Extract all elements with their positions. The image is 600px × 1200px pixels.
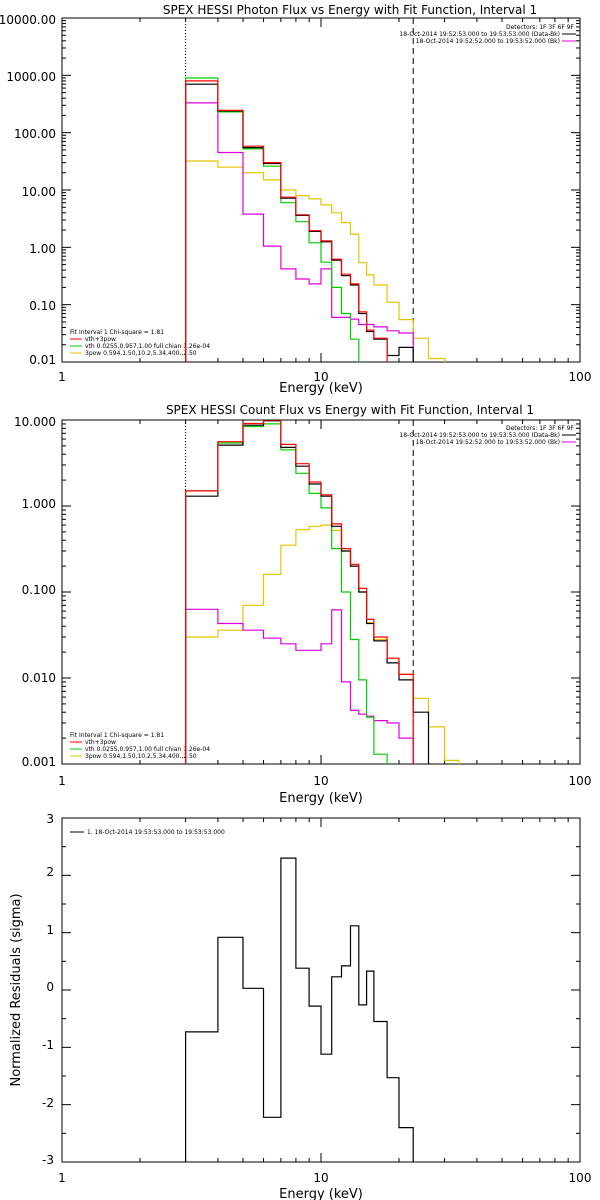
count-fit-yellow-entry: 3pow 0.594,1.50,10.2,5.34,400.,2.50: [85, 753, 197, 760]
residuals-xlabel: Energy (keV): [279, 1187, 363, 1200]
count-legend-data-entry: 18-Oct-2014 19:52:53.000 to 19:53:53.000…: [399, 432, 560, 439]
photon-series-bk: [185, 102, 414, 362]
count-y-tick-0.001: 0.001: [22, 755, 56, 769]
photon-legend-header: Detectors: 1F 3F 6F 9F: [506, 24, 575, 31]
resid-ticks: [61, 817, 581, 1163]
count-flux-panel: SPEX HESSI Count Flux vs Energy with Fit…: [14, 403, 591, 806]
residuals-panel: Energy (keV) Normalized Residuals (sigma…: [9, 812, 591, 1200]
residuals-legend-entry: 1. 18-Oct-2014 19:53:53.000 to 19:53:53.…: [87, 829, 225, 836]
photon-series-vth: [185, 77, 360, 362]
photon-y-tick-1: 1.00: [29, 242, 56, 256]
count-series-data: [185, 420, 430, 764]
count-series-vth: [185, 423, 388, 764]
resid-x-tick-1: 1: [58, 1171, 66, 1185]
count-plot-area: [185, 420, 460, 764]
count-y-tick-1: 1.000: [22, 497, 56, 511]
photon-series-pow: [185, 160, 446, 362]
photon-x-tick-1: 1: [58, 370, 66, 384]
count-legend-bottom: Fit Interval 1 Chi-square = 1.81 vth+3po…: [70, 732, 210, 760]
count-flux-xlabel: Energy (keV): [279, 791, 363, 806]
resid-y-tick-0: 0: [46, 980, 54, 994]
count-y-tick-10: 10.000: [14, 415, 56, 429]
resid-x-tick-100: 100: [569, 1171, 592, 1185]
count-y-tick-0.1: 0.100: [22, 583, 56, 597]
count-fit-header: Fit Interval 1 Chi-square = 1.81: [70, 732, 164, 739]
count-series-fit: [185, 420, 414, 764]
photon-legend-top: Detectors: 1F 3F 6F 9F 18-Oct-2014 19:52…: [399, 24, 576, 45]
count-x-tick-10: 10: [313, 774, 328, 788]
residuals-legend: 1. 18-Oct-2014 19:53:53.000 to 19:53:53.…: [70, 829, 225, 836]
photon-ticks: [61, 17, 581, 363]
count-x-tick-100: 100: [569, 774, 592, 788]
photon-fit-yellow-entry: 3pow 0.594,1.50,10.2,5.34,400.,2.50: [85, 350, 197, 357]
photon-axes-frame: [61, 17, 581, 363]
count-legend-top: Detectors: 1F 3F 6F 9F 18-Oct-2014 19:52…: [399, 425, 576, 446]
resid-axes-frame: [61, 817, 581, 1163]
photon-series-fit: [185, 80, 388, 362]
photon-flux-title: SPEX HESSI Photon Flux vs Energy with Fi…: [163, 3, 537, 17]
count-y-tick-0.01: 0.010: [22, 671, 56, 685]
photon-y-tick-10000: 10000.00: [0, 13, 56, 27]
photon-fit-green-entry: vth 0.0255,0.957,1.00 full chian 1.26e-0…: [85, 343, 210, 350]
resid-y-tick-neg1: -1: [42, 1038, 54, 1052]
photon-y-tick-0.01: 0.01: [29, 353, 56, 367]
photon-legend-bottom: Fit Interval 1 Chi-square = 1.81 vth+3po…: [70, 329, 210, 357]
count-fit-green-entry: vth 0.0255,0.957,1.00 full chian 1.26e-0…: [85, 746, 210, 753]
resid-y-tick-3: 3: [46, 812, 54, 826]
photon-y-tick-0.1: 0.10: [29, 299, 56, 313]
photon-legend-data-entry: 18-Oct-2014 19:52:53.000 to 19:53:53.000…: [399, 31, 560, 38]
count-legend-bk-entry: 18-Oct-2014 19:52:52.000 to 19:53:52.000…: [416, 439, 560, 446]
photon-y-tick-10: 10.00: [22, 185, 56, 199]
photon-plot-area: [185, 77, 446, 362]
count-series-pow: [185, 524, 460, 764]
count-series-bk: [185, 608, 414, 764]
resid-plot-area: [185, 857, 414, 1162]
count-x-tick-1: 1: [58, 774, 66, 788]
resid-y-tick-1: 1: [46, 923, 54, 937]
count-axes-frame: [61, 419, 581, 765]
residuals-ylabel: Normalized Residuals (sigma): [9, 893, 24, 1086]
count-ticks: [61, 419, 581, 765]
count-legend-header: Detectors: 1F 3F 6F 9F: [506, 425, 575, 432]
photon-fit-red-entry: vth+3pow: [85, 336, 116, 343]
photon-x-tick-10: 10: [313, 370, 328, 384]
photon-y-tick-100: 100.00: [14, 127, 56, 141]
photon-x-tick-100: 100: [569, 370, 592, 384]
photon-fit-header: Fit Interval 1 Chi-square = 1.81: [70, 329, 164, 336]
photon-series-data: [185, 83, 414, 362]
photon-legend-bk-entry: 18-Oct-2014 19:52:52.000 to 19:53:52.000…: [416, 38, 560, 45]
resid-x-tick-10: 10: [313, 1171, 328, 1185]
resid-y-tick-neg3: -3: [42, 1153, 54, 1167]
resid-series-resid: [185, 857, 414, 1162]
photon-flux-panel: SPEX HESSI Photon Flux vs Energy with Fi…: [0, 3, 591, 396]
resid-y-tick-neg2: -2: [42, 1096, 54, 1110]
resid-y-tick-2: 2: [46, 865, 54, 879]
count-fit-red-entry: vth+3pow: [85, 739, 116, 746]
count-flux-title: SPEX HESSI Count Flux vs Energy with Fit…: [166, 403, 534, 417]
photon-flux-xlabel: Energy (keV): [279, 381, 363, 396]
photon-y-tick-1000: 1000.00: [6, 70, 56, 84]
